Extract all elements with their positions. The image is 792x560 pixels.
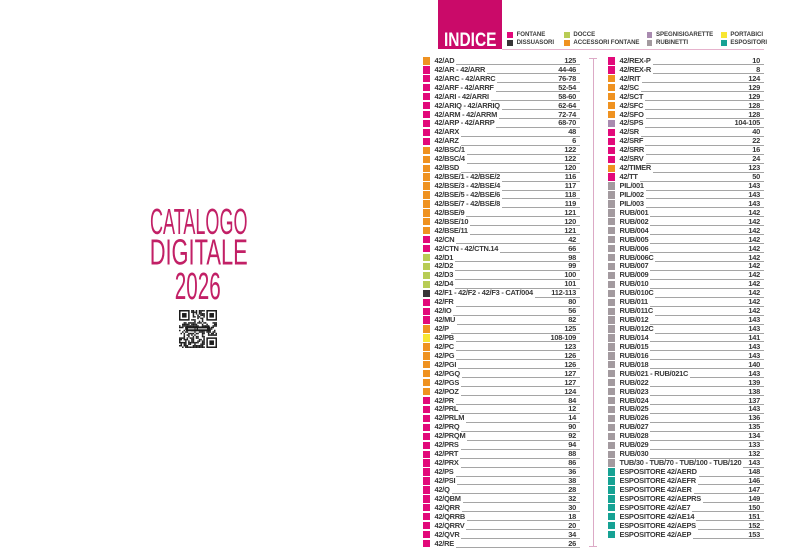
svg-text:DIGITALE: DIGITALE	[150, 232, 248, 273]
svg-text:2026: 2026	[175, 266, 221, 308]
svg-text:CATALOGO: CATALOGO	[150, 201, 248, 242]
svg-text:INDICE: INDICE	[444, 30, 497, 51]
